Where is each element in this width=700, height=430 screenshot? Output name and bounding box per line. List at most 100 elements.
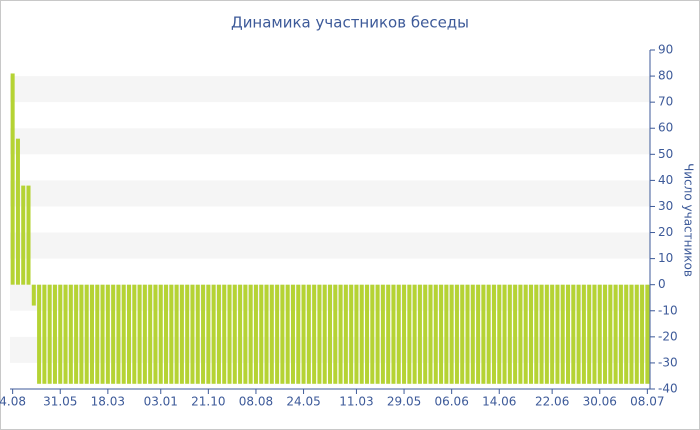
bar — [280, 284, 285, 384]
bar — [560, 284, 565, 384]
bar — [10, 73, 15, 285]
bar — [190, 284, 195, 384]
bar — [613, 284, 618, 384]
bar — [449, 284, 454, 384]
bar — [396, 284, 401, 384]
grid-band — [10, 128, 650, 155]
bar — [354, 284, 359, 384]
bar — [290, 284, 295, 384]
bar — [343, 284, 348, 384]
bar — [370, 284, 375, 384]
y-tick-label: 10 — [658, 251, 673, 265]
bar — [555, 284, 560, 384]
y-tick-label: -10 — [658, 303, 678, 317]
y-tick-label: -40 — [658, 382, 678, 396]
y-tick-label: -20 — [658, 329, 678, 343]
bar — [164, 284, 169, 384]
bar — [359, 284, 364, 384]
bar — [618, 284, 623, 384]
x-tick-label: 06.06 — [434, 395, 468, 409]
bar — [513, 284, 518, 384]
x-tick-label: 08.08 — [239, 395, 273, 409]
bar — [470, 284, 475, 384]
bar — [486, 284, 491, 384]
bar — [148, 284, 153, 384]
bar — [153, 284, 158, 384]
bar — [550, 284, 555, 384]
bar — [227, 284, 232, 384]
bar — [26, 185, 31, 285]
bar — [327, 284, 333, 384]
bar — [201, 284, 206, 384]
bar — [465, 284, 470, 384]
bar — [439, 284, 444, 384]
bar — [74, 284, 79, 384]
y-tick-label: 40 — [658, 173, 673, 187]
bar — [312, 284, 317, 384]
bar — [534, 284, 539, 384]
bar — [375, 284, 380, 384]
x-tick-label: 03.01 — [144, 395, 178, 409]
bar — [402, 284, 407, 384]
bar — [269, 284, 274, 384]
bar — [576, 284, 581, 384]
bar — [640, 284, 645, 384]
bar — [116, 284, 121, 384]
x-tick-label: 31.05 — [43, 395, 77, 409]
bar — [89, 284, 94, 384]
bar — [238, 284, 243, 384]
bar — [428, 284, 433, 384]
grid-band — [10, 180, 650, 207]
bar — [31, 284, 36, 306]
bar — [259, 284, 264, 384]
x-tick-label: 4.08 — [0, 395, 26, 409]
bar — [412, 284, 417, 384]
y-tick-label: 20 — [658, 225, 673, 239]
bar — [195, 284, 200, 384]
bar — [58, 284, 63, 384]
bar — [566, 284, 571, 384]
bar — [306, 284, 311, 384]
x-tick-label: 30.06 — [583, 395, 617, 409]
bar — [142, 284, 147, 384]
bar — [211, 284, 216, 384]
bar — [581, 284, 586, 384]
bar — [21, 185, 26, 285]
y-tick-label: -30 — [658, 355, 678, 369]
bar — [158, 284, 163, 384]
bar — [417, 284, 422, 384]
bar — [301, 284, 306, 384]
bar — [407, 284, 412, 384]
bar — [608, 284, 613, 384]
grid-band — [10, 76, 650, 103]
bar — [481, 284, 486, 384]
bar — [322, 284, 327, 384]
bar — [137, 284, 142, 384]
bar — [317, 284, 322, 384]
y-axis-label: Число участников — [682, 163, 696, 277]
x-tick-label: 08.07 — [630, 395, 664, 409]
y-tick-label: 0 — [658, 277, 666, 291]
bar — [597, 284, 602, 384]
bar — [243, 284, 248, 384]
y-tick-label: 50 — [658, 147, 673, 161]
bar — [624, 284, 629, 384]
bar — [222, 284, 227, 384]
bar — [386, 284, 391, 384]
bar — [502, 284, 507, 384]
bar — [47, 284, 52, 384]
bar — [15, 138, 20, 285]
bar — [629, 284, 634, 384]
y-tick-label: 60 — [658, 121, 673, 135]
x-tick-label: 14.06 — [482, 395, 516, 409]
bar — [275, 284, 280, 384]
bar — [528, 284, 534, 384]
bar — [539, 284, 544, 384]
bar — [105, 284, 110, 384]
bar — [121, 284, 126, 384]
bar — [507, 284, 512, 384]
bar — [497, 284, 502, 384]
bar — [174, 284, 179, 384]
bar — [571, 284, 576, 384]
